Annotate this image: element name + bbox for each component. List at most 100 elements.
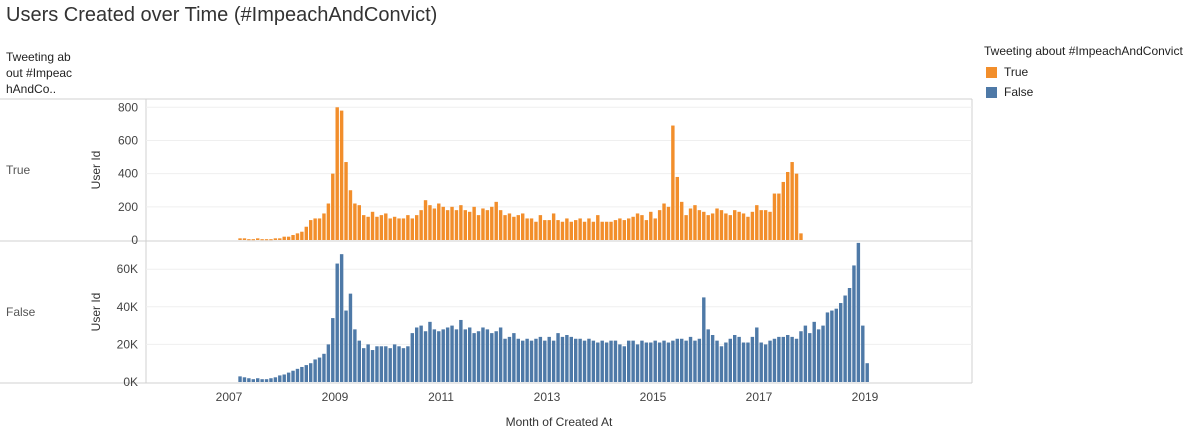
bar xyxy=(251,239,255,241)
legend-item-true[interactable]: True xyxy=(984,62,1183,82)
bar xyxy=(653,218,657,240)
bar xyxy=(472,206,476,240)
bar xyxy=(777,193,781,240)
bar xyxy=(392,216,397,240)
bar xyxy=(432,208,437,240)
bar xyxy=(304,365,308,382)
bar xyxy=(839,303,843,382)
bar xyxy=(578,218,582,240)
bar xyxy=(516,338,520,382)
bar xyxy=(591,340,596,382)
bar xyxy=(538,215,543,240)
bar xyxy=(768,340,772,382)
legend-item-false[interactable]: False xyxy=(984,82,1183,102)
bar xyxy=(432,329,437,382)
bar xyxy=(366,216,370,240)
bar xyxy=(490,333,494,382)
bar xyxy=(675,176,679,240)
bar xyxy=(264,379,269,382)
bar xyxy=(556,220,560,240)
legend-swatch-true xyxy=(986,66,997,78)
bar xyxy=(242,238,247,240)
bar xyxy=(596,215,600,240)
bar xyxy=(808,333,812,382)
bar xyxy=(565,335,569,382)
y-axis-title: User Id xyxy=(89,151,103,190)
bar xyxy=(357,205,361,240)
bar xyxy=(600,340,604,382)
bar xyxy=(852,265,856,382)
bar xyxy=(755,327,759,382)
bar xyxy=(392,344,397,382)
bar xyxy=(733,210,737,240)
bar xyxy=(772,338,777,382)
bar xyxy=(812,321,816,382)
bar xyxy=(317,218,322,240)
bar xyxy=(724,342,728,382)
bar xyxy=(737,211,741,240)
bar xyxy=(688,208,693,240)
bar xyxy=(741,342,746,382)
bar xyxy=(498,210,503,240)
bar xyxy=(525,338,529,382)
bar xyxy=(790,162,794,240)
bar xyxy=(353,203,357,240)
bar xyxy=(521,340,525,382)
bar xyxy=(587,218,591,240)
bar xyxy=(313,359,317,382)
bar xyxy=(534,221,538,240)
bar xyxy=(644,342,649,382)
bar xyxy=(264,239,269,241)
bar xyxy=(657,210,662,240)
bar xyxy=(286,236,291,240)
bar xyxy=(445,327,450,382)
bar xyxy=(565,218,569,240)
bar xyxy=(437,331,441,382)
x-axis-title: Month of Created At xyxy=(506,415,613,429)
bar xyxy=(631,216,635,240)
bar xyxy=(781,181,785,240)
bar xyxy=(649,211,653,240)
bar xyxy=(604,221,609,240)
bar xyxy=(384,213,388,240)
bar xyxy=(419,325,423,382)
bar xyxy=(794,173,799,240)
bar xyxy=(816,329,821,382)
bar xyxy=(512,333,516,382)
bar xyxy=(534,338,538,382)
legend-swatch-false xyxy=(986,86,997,98)
bar xyxy=(680,201,684,240)
bar xyxy=(423,200,428,240)
bar xyxy=(295,233,300,240)
bar xyxy=(627,340,631,382)
bar xyxy=(410,333,414,382)
bar xyxy=(697,210,702,240)
bar xyxy=(640,340,644,382)
bar xyxy=(671,125,675,240)
bar xyxy=(348,190,353,240)
bar xyxy=(772,193,777,240)
bar xyxy=(428,205,432,240)
bar xyxy=(799,331,803,382)
bar xyxy=(715,340,719,382)
bar xyxy=(790,336,794,382)
bar xyxy=(503,338,507,382)
y-tick-label: 0K xyxy=(123,375,138,389)
bar xyxy=(366,344,370,382)
bar xyxy=(256,378,260,382)
bar xyxy=(759,342,763,382)
bar xyxy=(331,173,335,240)
x-tick-label: 2015 xyxy=(640,390,667,404)
bar xyxy=(861,325,865,382)
bar xyxy=(269,378,273,382)
bar xyxy=(551,213,556,240)
bar xyxy=(830,310,834,382)
bar xyxy=(622,220,626,240)
bar xyxy=(710,335,715,382)
bar xyxy=(313,218,317,240)
bar xyxy=(560,221,565,240)
bar xyxy=(543,340,547,382)
bar xyxy=(490,206,494,240)
y-tick-label: 0 xyxy=(131,233,138,247)
bar xyxy=(423,331,428,382)
